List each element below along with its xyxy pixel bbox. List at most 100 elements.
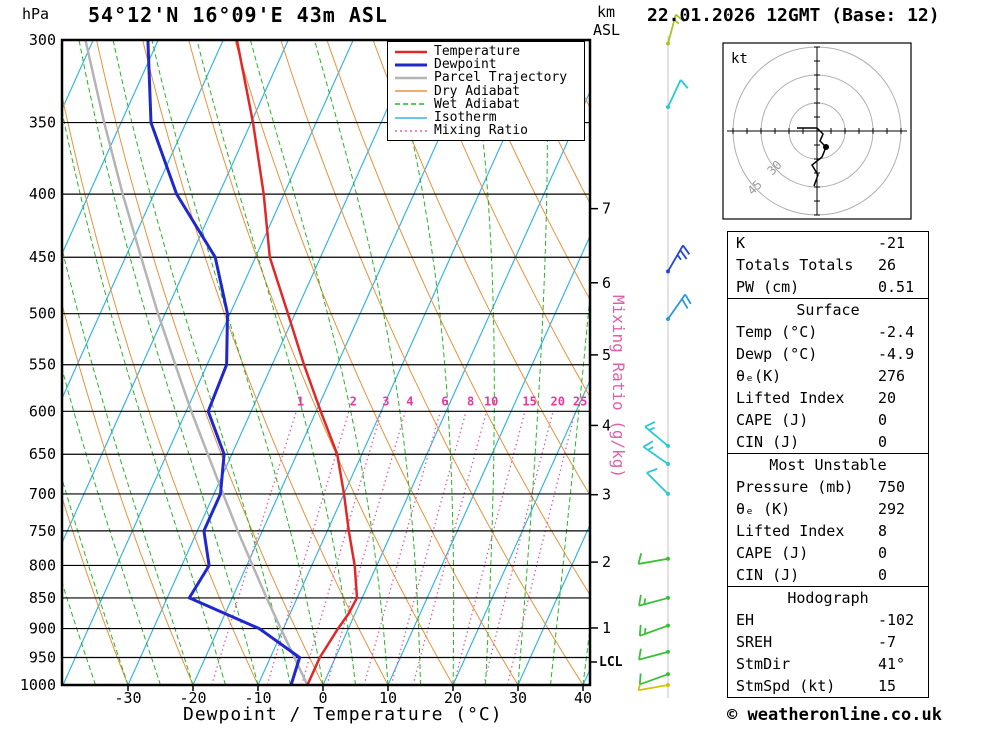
legend-label: Isotherm [434,110,497,126]
wind-barb-base [666,462,670,467]
table-row: StmDir 41° [728,653,928,675]
wind-barb [639,624,669,637]
altitude-axis-unit-asl: ASL [593,21,621,39]
mixing-ratio-value-label: 1 [297,394,304,408]
x-axis-label: Dewpoint / Temperature (°C) [183,704,503,725]
table-row-value: 292 [878,500,906,518]
page-title: 54°12'N 16°09'E 43m ASL [88,3,388,27]
legend-line-swatch [395,129,427,132]
table-row-label: Temp (°C) [736,323,818,341]
table-row-value: 41° [878,655,906,673]
wind-barb-half-feather [643,598,647,605]
wind-barb-base [666,623,670,628]
legend-line-swatch [395,103,427,106]
table-row-value: 0.51 [878,278,915,296]
mixing-ratio-line [300,411,383,685]
credit-text: © weatheronline.co.uk [727,705,942,725]
wind-barb-feather [638,624,642,636]
legend-label: Mixing Ratio [434,123,528,139]
dry-adiabat-line [418,40,590,398]
table-row: Lifted Index 8 [728,520,928,542]
wind-barb [638,597,669,607]
wind-barb-feather [642,440,654,448]
legend-line-swatch [395,90,427,92]
km-tick-label: 3 [602,486,611,504]
table-row: SREH -7 [728,631,928,653]
wind-barb-base [666,683,670,687]
table-row: EH -102 [728,609,928,631]
pressure-tick-label: 600 [29,402,56,420]
temp-tick-label: 10 [379,689,397,707]
wind-barb-feather [675,13,685,23]
wind-barb [667,293,686,320]
table-row: Temp (°C) -2.4 [728,321,928,343]
temperature-curve [235,40,359,685]
table-row-label: Lifted Index [736,389,845,407]
table-row-value: 0 [878,433,888,451]
mixing-ratio-line [326,411,407,685]
indices-table: K -21 Totals Totals 26 PW (cm) 0.51 Surface Tem… [727,231,929,698]
wind-barb [644,425,669,447]
table-row: Totals Totals 26 [728,254,928,276]
altitude-axis-unit-km: km [597,3,616,21]
table-row-label: CAPE (J) [736,411,809,429]
wet-adiabat-line [469,40,495,685]
wind-barb-feather [646,468,658,474]
table-section: Most Unstable Pressure (mb) 750 θₑ (K) 292 Li… [728,453,928,586]
wind-barb [638,650,669,661]
wind-barb-feather [679,249,688,260]
mixing-ratio-value-label: 4 [406,394,413,408]
wet-adiabat-line [249,40,389,685]
table-row-value: 750 [878,478,906,496]
table-row-label: SREH [736,633,773,651]
isotherm-line [517,523,590,685]
table-row-value: 0 [878,566,888,584]
mixing-ratio-line [363,411,442,685]
table-row-value: 26 [878,256,897,274]
isotherm-line [62,40,354,685]
parcel-trajectory-curve [84,40,309,685]
wind-barbs [637,13,692,698]
table-row-label: CIN (J) [736,566,800,584]
km-tick-label: 7 [602,200,611,218]
pressure-tick-label: 450 [29,248,56,266]
wind-barb-half-feather [637,684,641,691]
wind-barb-base [666,649,670,654]
mixing-ratio-value-label: 8 [467,394,474,408]
km-tick-label: 5 [602,346,611,364]
table-row-label: StmSpd (kt) [736,677,836,695]
wind-barb [638,557,669,565]
table-row-value: -102 [878,611,915,629]
legend-item: Temperature [394,45,584,58]
dry-adiabat-line [464,40,590,301]
hodograph-unit-label: kt [731,51,748,67]
wind-barb-base [666,672,670,677]
wind-barb-half-feather [648,426,656,431]
mixing-ratio-value-label: 10 [484,394,498,408]
legend-item: Mixing Ratio [394,124,584,137]
pressure-tick-label: 350 [29,114,56,132]
table-row-value: 8 [878,522,888,540]
hodograph-storm-dot [823,144,829,150]
pressure-tick-label: 750 [29,522,56,540]
legend-item: Dry Adiabat [394,85,584,98]
wind-barb [642,446,669,465]
lcl-label: LCL [599,655,623,670]
table-row: StmSpd (kt) 15 [728,675,928,697]
isotherm-line [322,90,590,685]
table-section: Surface Temp (°C) -2.4 Dewp (°C) -4.9 θₑ(K) 27… [728,298,928,453]
legend-item: Isotherm [394,111,584,124]
wet-adiabat-line [62,109,226,685]
table-row-value: -21 [878,234,906,252]
run-datetime: 22.01.2026 12GMT (Base: 12) [647,5,940,26]
legend-label: Parcel Trajectory [434,70,568,86]
isotherm-line [192,40,484,685]
mixing-ratio-labels: 1 2 3 4 6 8 10 15 20 25 [297,394,587,408]
wind-barb-base [666,41,670,46]
mixing-ratio-axis-label: Mixing Ratio (g/kg) [609,295,628,479]
table-row: CIN (J) 0 [728,431,928,453]
wind-barb [667,79,682,108]
temp-tick-label: -30 [114,689,141,707]
